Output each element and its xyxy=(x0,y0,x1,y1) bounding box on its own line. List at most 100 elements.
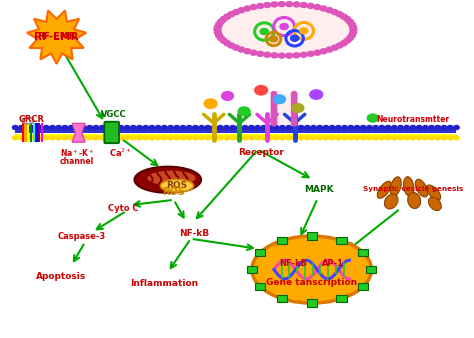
Circle shape xyxy=(300,52,307,57)
Ellipse shape xyxy=(135,167,201,193)
Circle shape xyxy=(93,125,99,129)
Circle shape xyxy=(286,136,292,140)
Circle shape xyxy=(385,136,391,140)
Circle shape xyxy=(162,125,167,129)
Circle shape xyxy=(317,136,322,140)
Circle shape xyxy=(298,136,304,140)
Circle shape xyxy=(238,47,245,52)
Text: GRCR: GRCR xyxy=(18,115,44,124)
Circle shape xyxy=(149,125,155,129)
Circle shape xyxy=(447,125,453,129)
Text: NF-kB: NF-kB xyxy=(279,259,307,268)
Circle shape xyxy=(168,136,173,140)
Circle shape xyxy=(143,125,148,129)
Circle shape xyxy=(186,125,192,129)
Circle shape xyxy=(81,125,86,129)
Circle shape xyxy=(271,94,277,98)
Circle shape xyxy=(398,136,403,140)
Circle shape xyxy=(367,125,372,129)
Circle shape xyxy=(44,125,49,129)
Circle shape xyxy=(228,12,235,17)
Circle shape xyxy=(307,3,314,8)
FancyBboxPatch shape xyxy=(307,299,317,307)
Circle shape xyxy=(336,125,341,129)
FancyBboxPatch shape xyxy=(358,283,368,290)
Circle shape xyxy=(155,136,161,140)
FancyBboxPatch shape xyxy=(41,123,43,142)
Circle shape xyxy=(423,136,428,140)
FancyBboxPatch shape xyxy=(307,232,317,240)
FancyBboxPatch shape xyxy=(27,123,29,142)
Circle shape xyxy=(367,136,372,140)
Circle shape xyxy=(137,125,142,129)
Circle shape xyxy=(292,119,297,123)
Circle shape xyxy=(218,19,225,24)
Circle shape xyxy=(292,122,297,126)
Circle shape xyxy=(236,125,242,129)
Circle shape xyxy=(326,8,333,13)
Text: Caspase-3: Caspase-3 xyxy=(58,232,106,241)
Circle shape xyxy=(264,2,271,7)
Ellipse shape xyxy=(160,179,193,192)
Circle shape xyxy=(224,125,229,129)
FancyBboxPatch shape xyxy=(104,122,119,143)
Circle shape xyxy=(392,136,397,140)
Circle shape xyxy=(118,136,124,140)
Circle shape xyxy=(93,136,99,140)
Circle shape xyxy=(180,136,186,140)
Circle shape xyxy=(336,12,343,17)
Circle shape xyxy=(342,125,347,129)
Circle shape xyxy=(348,33,356,38)
Circle shape xyxy=(280,136,285,140)
Circle shape xyxy=(379,125,384,129)
Text: Synaptic vesicle genesis: Synaptic vesicle genesis xyxy=(363,186,463,192)
Circle shape xyxy=(398,125,403,129)
Circle shape xyxy=(250,50,257,55)
Circle shape xyxy=(348,22,356,27)
Circle shape xyxy=(360,136,366,140)
Text: ROS: ROS xyxy=(166,181,188,190)
Circle shape xyxy=(340,14,347,19)
Circle shape xyxy=(329,136,335,140)
Circle shape xyxy=(230,125,236,129)
Circle shape xyxy=(292,92,297,96)
Circle shape xyxy=(423,125,428,129)
Circle shape xyxy=(273,136,279,140)
FancyBboxPatch shape xyxy=(274,94,294,124)
FancyBboxPatch shape xyxy=(24,123,27,142)
Circle shape xyxy=(68,125,74,129)
Circle shape xyxy=(112,125,118,129)
Circle shape xyxy=(56,125,62,129)
Circle shape xyxy=(233,9,239,15)
Circle shape xyxy=(286,125,292,129)
Circle shape xyxy=(367,114,378,122)
FancyBboxPatch shape xyxy=(38,123,40,142)
Circle shape xyxy=(292,136,298,140)
Circle shape xyxy=(435,136,440,140)
Circle shape xyxy=(162,136,167,140)
Circle shape xyxy=(250,5,257,9)
Circle shape xyxy=(214,27,221,32)
Circle shape xyxy=(267,125,273,129)
Circle shape xyxy=(37,125,43,129)
Circle shape xyxy=(257,51,264,56)
Circle shape xyxy=(292,103,297,107)
Circle shape xyxy=(441,125,447,129)
Circle shape xyxy=(385,125,391,129)
Circle shape xyxy=(404,125,410,129)
Circle shape xyxy=(454,125,459,129)
Circle shape xyxy=(220,17,227,22)
Circle shape xyxy=(124,136,130,140)
Circle shape xyxy=(292,108,297,112)
Circle shape xyxy=(12,125,18,129)
Circle shape xyxy=(342,136,347,140)
Circle shape xyxy=(323,125,328,129)
Circle shape xyxy=(320,6,327,11)
Ellipse shape xyxy=(147,171,196,186)
Circle shape xyxy=(292,113,297,117)
FancyBboxPatch shape xyxy=(255,249,265,257)
Circle shape xyxy=(224,14,231,19)
Circle shape xyxy=(293,2,300,7)
Circle shape xyxy=(293,53,300,58)
Circle shape xyxy=(218,35,225,41)
